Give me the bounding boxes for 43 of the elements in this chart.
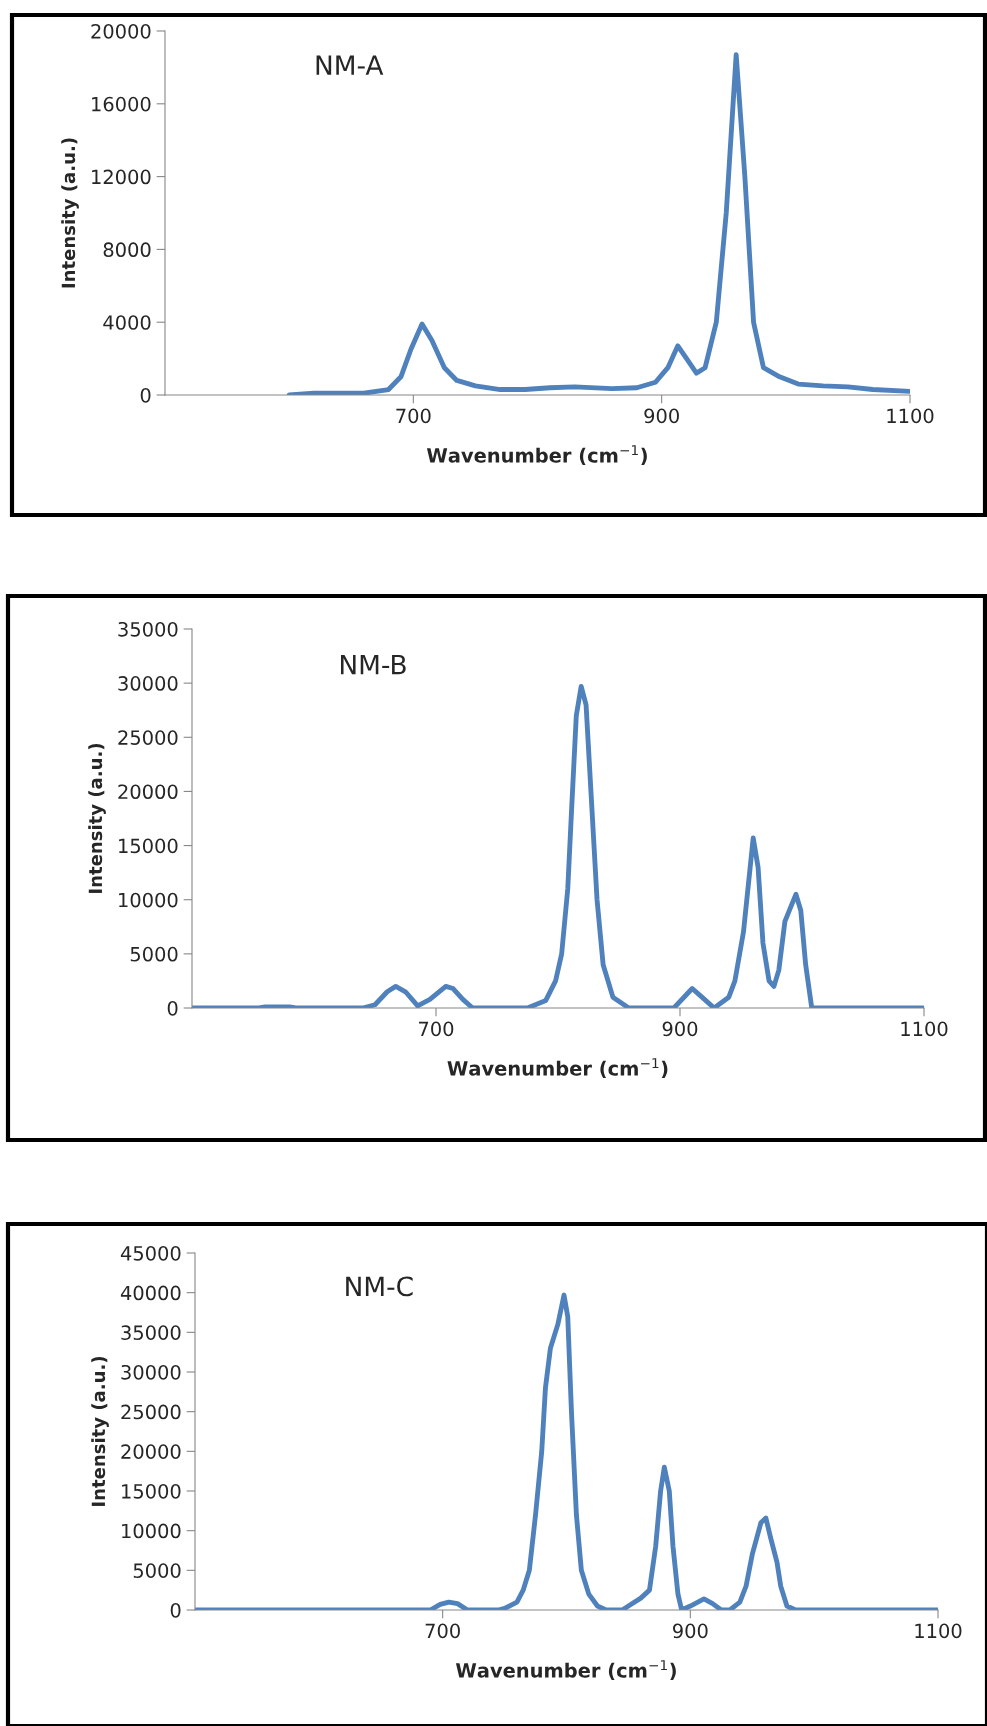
y-tick-label: 15000 [122, 1483, 181, 1499]
y-tick-label: 25000 [118, 730, 178, 745]
y-tick-label: 30000 [118, 676, 178, 691]
y-tick-label: 12000 [92, 169, 151, 185]
y-tick-label: 0 [140, 387, 151, 403]
x-axis-title: Wavenumber (cm$^{−1}$) [447, 1058, 668, 1079]
text: NM-B [340, 654, 406, 675]
y-tick-label: 20000 [121, 1444, 181, 1459]
x-axis-title: Wavenumber (cm$^{−1}$) [455, 1660, 676, 1681]
y-axis-title: Intensity (a.u.) [61, 138, 79, 288]
x-tick-label: 900 [673, 1623, 708, 1639]
y-tick-label: 45000 [120, 1245, 181, 1261]
x-tick-label: 700 [425, 1623, 460, 1639]
y-tick-label: 30000 [121, 1364, 181, 1380]
y-tick-label: 8000 [103, 242, 151, 258]
y-tick-label: 20000 [91, 23, 151, 39]
y-tick-label: 0 [170, 1602, 181, 1618]
y-tick-label: 40000 [120, 1285, 181, 1301]
x-tick-label: 1100 [901, 1021, 948, 1037]
x-tick-label: 700 [396, 408, 431, 424]
y-tick-label: 4000 [103, 315, 151, 330]
x-tick-label: 900 [662, 1021, 698, 1037]
y-tick-label: 5000 [133, 1563, 181, 1578]
x-axis-title: Wavenumber (cm$^{−1}$) [426, 445, 647, 466]
text: NM-A [316, 55, 384, 75]
y-axis-title: Intensity (a.u.) [88, 743, 106, 893]
y-axis-title: Intensity (a.u.) [91, 1356, 109, 1506]
y-tick-label: 0 [167, 1000, 178, 1016]
x-tick-label: 700 [419, 1021, 454, 1037]
y-tick-label: 15000 [119, 838, 178, 854]
y-tick-label: 10000 [122, 1523, 181, 1539]
y-tick-label: 10000 [119, 892, 178, 908]
x-tick-label: 1100 [887, 408, 934, 424]
x-tick-label: 1100 [915, 1623, 962, 1639]
y-tick-label: 20000 [118, 784, 178, 800]
y-tick-label: 5000 [130, 946, 178, 962]
text: NM-C [346, 1276, 413, 1297]
y-tick-label: 25000 [121, 1404, 181, 1420]
y-tick-label: 16000 [92, 96, 151, 112]
line-series [286, 52, 910, 395]
x-tick-label: 900 [644, 408, 679, 424]
y-tick-label: 35000 [118, 621, 178, 637]
y-tick-label: 35000 [121, 1325, 181, 1340]
